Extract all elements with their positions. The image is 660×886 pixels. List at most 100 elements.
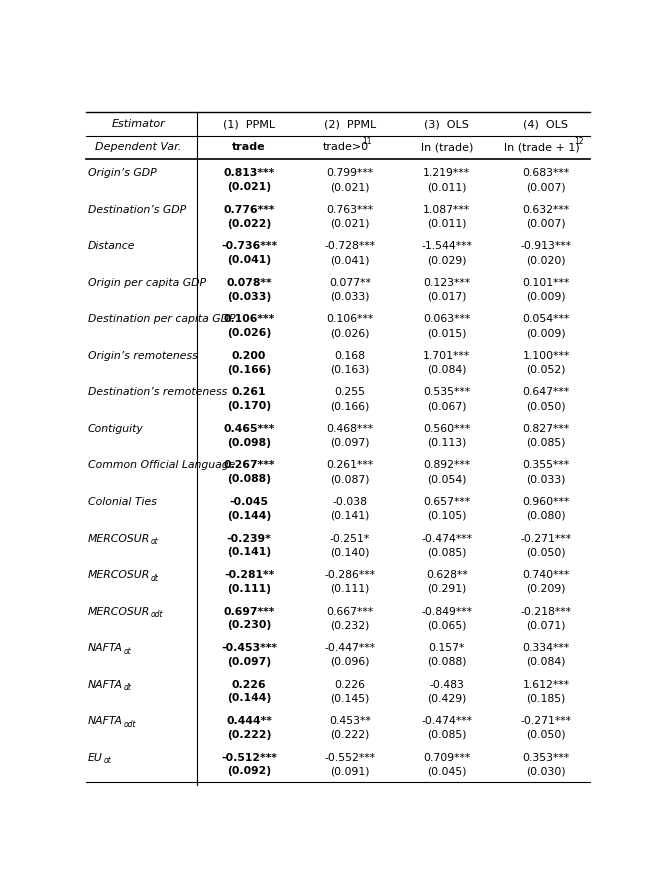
Text: (0.085): (0.085): [526, 438, 566, 447]
Text: (0.021): (0.021): [330, 183, 370, 192]
Text: (3)  OLS: (3) OLS: [424, 119, 469, 129]
Text: (0.185): (0.185): [526, 694, 566, 703]
Text: Destination’s remoteness: Destination’s remoteness: [88, 387, 227, 398]
Text: 0.740***: 0.740***: [522, 570, 570, 580]
Text: (0.141): (0.141): [330, 511, 370, 521]
Text: Destination per capita GDP: Destination per capita GDP: [88, 315, 236, 324]
Text: 0.683***: 0.683***: [522, 168, 570, 178]
Text: ot: ot: [123, 647, 131, 656]
Text: ot: ot: [151, 537, 158, 546]
Text: 0.709***: 0.709***: [423, 752, 471, 763]
Text: (0.291): (0.291): [427, 584, 467, 594]
Text: 0.453**: 0.453**: [329, 716, 371, 726]
Text: (0.033): (0.033): [330, 291, 370, 302]
Text: -0.239*: -0.239*: [227, 533, 271, 543]
Text: -0.736***: -0.736***: [221, 242, 277, 252]
Text: 0.261: 0.261: [232, 387, 267, 398]
Text: Origin per capita GDP: Origin per capita GDP: [88, 278, 206, 288]
Text: (0.011): (0.011): [427, 219, 467, 229]
Text: Colonial Ties: Colonial Ties: [88, 497, 157, 507]
Text: -0.913***: -0.913***: [521, 242, 572, 252]
Text: (0.009): (0.009): [526, 291, 566, 302]
Text: 1.612***: 1.612***: [523, 680, 570, 689]
Text: (0.105): (0.105): [427, 511, 467, 521]
Text: 0.078**: 0.078**: [226, 278, 272, 288]
Text: 0.799***: 0.799***: [326, 168, 374, 178]
Text: (0.009): (0.009): [526, 329, 566, 338]
Text: (0.085): (0.085): [427, 548, 467, 557]
Text: (0.054): (0.054): [427, 474, 467, 485]
Text: MERCOSUR: MERCOSUR: [88, 570, 150, 580]
Text: (0.041): (0.041): [330, 255, 370, 265]
Text: 0.632***: 0.632***: [522, 205, 570, 215]
Text: (0.022): (0.022): [227, 219, 271, 229]
Text: (0.170): (0.170): [227, 401, 271, 411]
Text: (0.140): (0.140): [330, 548, 370, 557]
Text: -0.286***: -0.286***: [324, 570, 376, 580]
Text: (0.021): (0.021): [227, 183, 271, 192]
Text: dt: dt: [123, 683, 131, 692]
Text: (0.166): (0.166): [330, 401, 370, 411]
Text: 1.087***: 1.087***: [423, 205, 471, 215]
Text: (0.145): (0.145): [330, 694, 370, 703]
Text: NAFTA: NAFTA: [88, 716, 123, 726]
Text: -0.038: -0.038: [333, 497, 368, 507]
Text: (0.011): (0.011): [427, 183, 467, 192]
Text: 0.628**: 0.628**: [426, 570, 468, 580]
Text: 0.353***: 0.353***: [522, 752, 570, 763]
Text: (0.050): (0.050): [526, 548, 566, 557]
Text: 0.123***: 0.123***: [423, 278, 471, 288]
Text: (0.222): (0.222): [227, 730, 271, 740]
Text: (0.045): (0.045): [427, 766, 467, 776]
Text: 0.226: 0.226: [232, 680, 267, 689]
Text: (0.080): (0.080): [526, 511, 566, 521]
Text: (0.026): (0.026): [330, 329, 370, 338]
Text: -0.045: -0.045: [230, 497, 269, 507]
Text: -0.512***: -0.512***: [221, 752, 277, 763]
Text: (0.097): (0.097): [330, 438, 370, 447]
Text: NAFTA: NAFTA: [88, 680, 123, 689]
Text: (0.033): (0.033): [526, 474, 566, 485]
Text: (0.097): (0.097): [227, 657, 271, 667]
Text: 0.334***: 0.334***: [522, 643, 570, 653]
Text: 0.465***: 0.465***: [224, 424, 275, 434]
Text: 0.827***: 0.827***: [522, 424, 570, 434]
Text: Common Official Language: Common Official Language: [88, 461, 236, 470]
Text: -0.251*: -0.251*: [330, 533, 370, 543]
Text: (0.096): (0.096): [330, 657, 370, 667]
Text: (0.050): (0.050): [526, 730, 566, 740]
Text: 0.892***: 0.892***: [423, 461, 471, 470]
Text: -0.728***: -0.728***: [324, 242, 376, 252]
Text: (0.033): (0.033): [227, 291, 271, 302]
Text: 0.101***: 0.101***: [522, 278, 570, 288]
Text: 0.063***: 0.063***: [423, 315, 471, 324]
Text: (0.030): (0.030): [526, 766, 566, 776]
Text: (0.091): (0.091): [330, 766, 370, 776]
Text: -0.218***: -0.218***: [521, 607, 572, 617]
Text: 0.168: 0.168: [335, 351, 366, 361]
Text: 0.157*: 0.157*: [428, 643, 465, 653]
Text: -0.474***: -0.474***: [421, 716, 473, 726]
Text: 0.697***: 0.697***: [224, 607, 275, 617]
Text: (0.007): (0.007): [526, 219, 566, 229]
Text: (0.429): (0.429): [427, 694, 467, 703]
Text: 0.106***: 0.106***: [326, 315, 374, 324]
Text: MERCOSUR: MERCOSUR: [88, 533, 150, 543]
Text: 11: 11: [362, 137, 372, 146]
Text: (0.026): (0.026): [227, 329, 271, 338]
Text: -0.849***: -0.849***: [421, 607, 473, 617]
Text: 0.355***: 0.355***: [522, 461, 570, 470]
Text: (0.088): (0.088): [427, 657, 467, 667]
Text: (0.113): (0.113): [427, 438, 467, 447]
Text: -1.544***: -1.544***: [421, 242, 472, 252]
Text: (0.067): (0.067): [427, 401, 467, 411]
Text: 0.560***: 0.560***: [423, 424, 471, 434]
Text: (0.144): (0.144): [227, 511, 271, 521]
Text: 0.667***: 0.667***: [326, 607, 374, 617]
Text: ot: ot: [104, 756, 111, 766]
Text: (0.015): (0.015): [427, 329, 467, 338]
Text: 0.657***: 0.657***: [423, 497, 471, 507]
Text: (1)  PPML: (1) PPML: [223, 119, 275, 129]
Text: trade>0: trade>0: [323, 142, 369, 152]
Text: Destination’s GDP: Destination’s GDP: [88, 205, 186, 215]
